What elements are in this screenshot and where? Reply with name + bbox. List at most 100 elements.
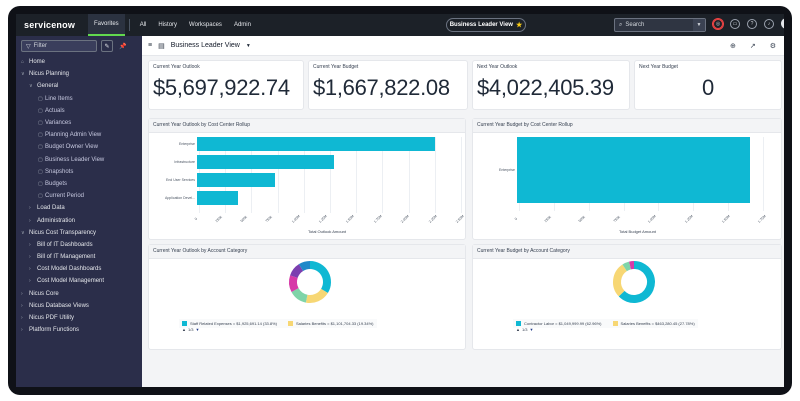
tab-workspaces[interactable]: Workspaces <box>189 22 222 28</box>
search-scope-dropdown[interactable]: ▼ <box>693 19 705 31</box>
dashboard-title[interactable]: Business Leader View <box>170 42 240 49</box>
tab-favorites[interactable]: Favorites <box>88 14 125 36</box>
bar-category-label: End User Services <box>166 178 195 182</box>
x-tick-label: 2.25M <box>427 214 438 224</box>
tab-admin[interactable]: Admin <box>233 22 251 28</box>
pager-down-icon[interactable]: ▼ <box>195 327 200 332</box>
donut-slice[interactable] <box>618 261 655 303</box>
tab-all[interactable]: All <box>139 22 147 28</box>
donut-slice[interactable] <box>290 264 304 279</box>
sidebar-item-label: Cost Model Dashboards <box>37 266 102 273</box>
sidebar-item-label: Bill of IT Management <box>37 254 96 261</box>
notifications-bell-icon[interactable]: ♪ <box>764 18 774 29</box>
favorite-star-icon[interactable]: ★ <box>515 22 523 29</box>
dashboard-header: ≡ ▤ Business Leader View ▼ ⊕ ↗ ⚙ <box>142 36 784 56</box>
sidebar-item-platform-functions[interactable]: › Platform Functions <box>16 324 142 336</box>
bar[interactable] <box>197 191 238 205</box>
donut-slice[interactable] <box>309 261 331 294</box>
kpi-card-current-year-budget[interactable]: Current Year Budget $1,667,822.08 <box>308 60 468 110</box>
servicenow-logo[interactable]: servicenow <box>24 20 76 30</box>
global-search-input[interactable]: ⌕ Search ▼ <box>614 18 706 32</box>
legend-entry[interactable]: Salaries Benefits = $463,280.45 (27.78%) <box>620 321 695 326</box>
x-axis-title: Total Budget Amount <box>619 229 656 234</box>
sidebar-item-actuals[interactable]: ▢ Actuals <box>16 105 142 117</box>
kpi-card-next-year-outlook[interactable]: Next Year Outlook $4,022,405.39 <box>472 60 630 110</box>
add-widget-icon[interactable]: ⊕ <box>729 42 736 50</box>
sidebar-item-business-leader-view[interactable]: ▢ Business Leader View <box>16 154 142 166</box>
sidebar-item-cost-model-dashboards[interactable]: › Cost Model Dashboards <box>16 263 142 275</box>
sidebar-filter-input[interactable]: ▽ Filter <box>21 40 97 52</box>
bar-category-label: Enterprise <box>179 142 195 146</box>
bar[interactable] <box>517 137 750 203</box>
chat-icon[interactable]: ▭ <box>730 18 740 29</box>
chart-card-budget-by-cost-center[interactable]: Current Year Budget by Cost Center Rollu… <box>472 118 782 240</box>
edit-favorites-icon[interactable]: ✎ <box>101 40 113 52</box>
x-tick-label: 500k <box>239 214 248 224</box>
x-tick-label: 0 <box>193 216 199 222</box>
kpi-value: $4,022,405.39 <box>477 75 614 100</box>
chart-title: Current Year Outlook by Account Category <box>149 245 465 259</box>
chevron-down-icon[interactable]: ▼ <box>245 42 251 49</box>
donut-slice[interactable] <box>291 287 308 303</box>
legend-entry[interactable]: Staff Related Expenses = $1,925,691.14 (… <box>190 321 277 326</box>
tab-history[interactable]: History <box>158 22 178 28</box>
sidebar-item-label: Load Data <box>37 205 65 212</box>
sidebar-item-home[interactable]: ⌂ Home <box>16 56 142 68</box>
bar[interactable] <box>197 155 335 169</box>
kpi-card-current-year-outlook[interactable]: Current Year Outlook $5,697,922.74 <box>148 60 304 110</box>
donut-slice[interactable] <box>298 261 311 272</box>
bar[interactable] <box>197 173 275 187</box>
sidebar-item-nicus-pdf-utility[interactable]: › Nicus PDF Utility <box>16 312 142 324</box>
chevron-right-icon: › <box>29 241 31 248</box>
pager-up-icon[interactable]: ▲ <box>516 327 520 332</box>
sidebar-item-current-period[interactable]: ▢ Current Period <box>16 190 142 202</box>
settings-icon[interactable]: ⚙ <box>769 42 776 50</box>
sidebar-item-variances[interactable]: ▢ Variances <box>16 117 142 129</box>
sidebar-item-bill-of-it-dashboards[interactable]: › Bill of IT Dashboards <box>16 239 142 251</box>
donut-slice[interactable] <box>289 275 299 292</box>
globe-icon[interactable]: ◎ <box>713 18 723 29</box>
app-screen: servicenow Favorites All History Workspa… <box>16 14 784 387</box>
legend-pager: ▲ 1/3 ▼ <box>516 327 534 332</box>
sidebar-item-cost-model-management[interactable]: › Cost Model Management <box>16 275 142 287</box>
x-tick-label: 250k <box>543 214 552 224</box>
kpi-label: Current Year Budget <box>313 64 359 70</box>
user-avatar[interactable]: ☺ <box>781 18 784 29</box>
sidebar-item-nicus-core[interactable]: › Nicus Core <box>16 288 142 300</box>
pin-icon[interactable]: 📌 <box>119 43 127 50</box>
sidebar-item-nicus-cost-transparency[interactable]: ∨ Nicus Cost Transparency <box>16 227 142 239</box>
sidebar-item-general[interactable]: ∨ General <box>16 80 142 92</box>
legend-entry[interactable]: Salaries Benefits = $1,101,704.33 (19.34… <box>296 321 374 326</box>
bar-chart-area: Enterprise Infrastructure End User Service… <box>149 131 467 241</box>
sidebar-item-administration[interactable]: › Administration <box>16 214 142 226</box>
sidebar-item-bill-of-it-management[interactable]: › Bill of IT Management <box>16 251 142 263</box>
sidebar-item-budget-owner-view[interactable]: ▢ Budget Owner View <box>16 141 142 153</box>
donut-slice[interactable] <box>305 288 328 303</box>
sidebar-item-planning-admin-view[interactable]: ▢ Planning Admin View <box>16 129 142 141</box>
legend-entry[interactable]: Contractor Labor = $1,049,999.99 (62.96%… <box>524 321 602 326</box>
sidebar-item-budgets[interactable]: ▢ Budgets <box>16 178 142 190</box>
kpi-card-next-year-budget[interactable]: Next Year Budget 0 <box>634 60 782 110</box>
sidebar-item-snapshots[interactable]: ▢ Snapshots <box>16 166 142 178</box>
chevron-down-icon: ∨ <box>21 71 25 78</box>
donut-chart <box>613 261 655 303</box>
chart-card-budget-by-account[interactable]: Current Year Budget by Account Category … <box>472 244 782 350</box>
pager-up-icon[interactable]: ▲ <box>182 327 186 332</box>
sidebar-item-line-items[interactable]: ▢ Line Items <box>16 93 142 105</box>
chart-card-outlook-by-account[interactable]: Current Year Outlook by Account Category… <box>148 244 466 350</box>
help-icon[interactable]: ? <box>747 18 757 29</box>
donut-slice[interactable] <box>613 264 628 297</box>
module-icon: ▢ <box>38 95 43 102</box>
share-icon[interactable]: ↗ <box>749 42 756 50</box>
donut-legend: Contractor Labor = $1,049,999.99 (62.96%… <box>513 319 698 328</box>
sidebar-item-load-data[interactable]: › Load Data <box>16 202 142 214</box>
gridline <box>303 137 305 213</box>
sidebar-item-nicus-database-views[interactable]: › Nicus Database Views <box>16 300 142 312</box>
sidebar-item-nicus-planning[interactable]: ∨ Nicus Planning <box>16 68 142 80</box>
donut-slice[interactable] <box>622 261 632 272</box>
chart-card-outlook-by-cost-center[interactable]: Current Year Outlook by Cost Center Roll… <box>148 118 466 240</box>
current-page-pill[interactable]: Business Leader View ★ <box>446 18 526 32</box>
pager-down-icon[interactable]: ▼ <box>529 327 534 332</box>
menu-icon[interactable]: ≡ <box>148 42 153 49</box>
bar[interactable] <box>197 137 436 151</box>
